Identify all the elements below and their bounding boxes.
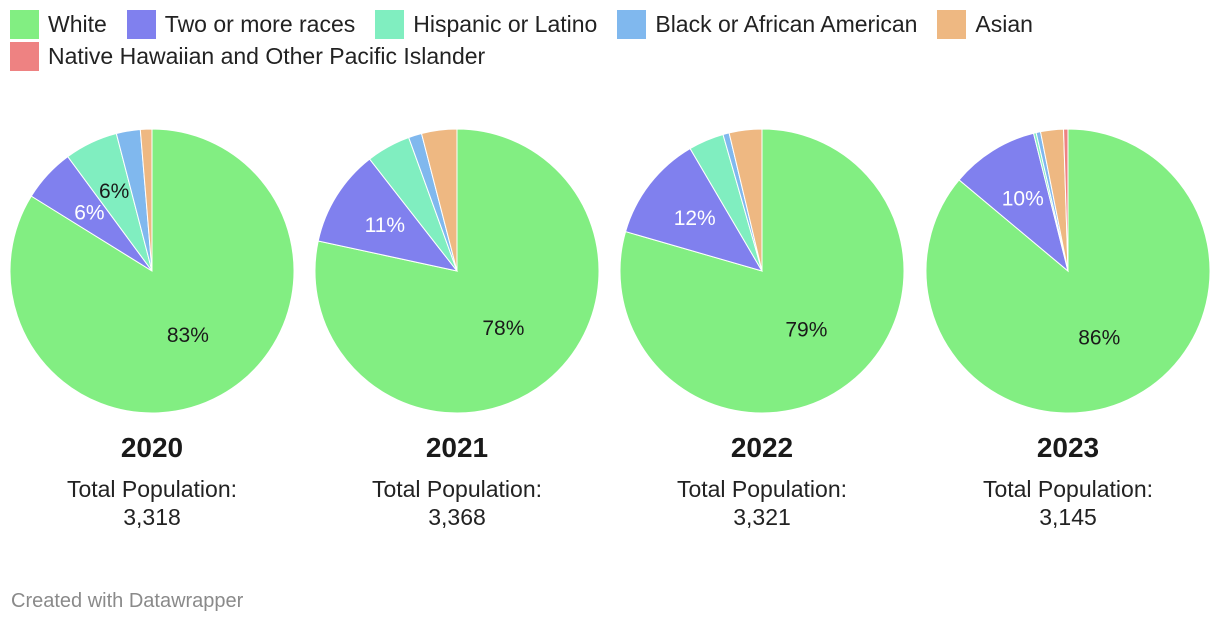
pie-2021: 78% 11% [314, 128, 600, 414]
legend-swatch-asian [937, 9, 967, 39]
pie-2023: 86% 10% [925, 128, 1211, 414]
pie-slice-white [9, 128, 295, 414]
legend: White Two or more races Hispanic or Lati… [10, 8, 1210, 72]
pie-label-hispanic-or-latino: 6% [99, 180, 129, 203]
legend-item-black-or-african-american: Black or African American [617, 9, 918, 39]
legend-label: Asian [975, 10, 1033, 37]
pie-label-white: 79% [785, 319, 827, 342]
legend-label: Native Hawaiian and Other Pacific Island… [48, 42, 486, 69]
pie-slice-asian [728, 128, 763, 272]
pie-label-two-or-more-races: 11% [365, 214, 405, 237]
total-population-value-2022: 3,321 [733, 504, 791, 530]
legend-swatch-hispanic-or-latino [375, 9, 405, 39]
pie-label-two-or-more-races: 6% [74, 202, 104, 225]
total-population-value-2023: 3,145 [1039, 504, 1097, 530]
legend-swatch-white [10, 9, 39, 39]
pie-label-two-or-more-races: 12% [674, 207, 716, 230]
legend-row-2: Native Hawaiian and Other Pacific Island… [10, 40, 1210, 72]
legend-row-1: White Two or more races Hispanic or Lati… [10, 8, 1210, 40]
pie-slice-white [619, 128, 905, 414]
chart-year-2020: 2020 [120, 432, 184, 463]
pie-slice-asian [420, 128, 458, 272]
legend-item-asian: Asian [937, 9, 1033, 39]
total-population-label-2022: Total Population: [676, 476, 848, 502]
pie-slice-native-hawaiian-and-other-pacific-islander [1063, 128, 1069, 272]
chart-year-2021: 2021 [425, 432, 489, 463]
chart-year-2022: 2022 [730, 432, 794, 463]
pie-slice-two-or-more-races [624, 147, 764, 272]
legend-label: White [48, 10, 107, 37]
pie-label-white: 78% [482, 317, 524, 340]
total-population-label-2020: Total Population: [66, 476, 238, 502]
legend-label: Black or African American [655, 10, 918, 37]
legend-swatch-black-or-african-american [617, 9, 647, 39]
pie-slice-two-or-more-races [958, 132, 1069, 273]
total-population-label-2023: Total Population: [982, 476, 1154, 502]
pie-label-white: 83% [167, 324, 209, 347]
footer-credit: Created with Datawrapper [11, 590, 244, 612]
pie-2020: 83% 6%6% [9, 128, 295, 414]
pie-label-white: 86% [1078, 326, 1120, 349]
pie-slice-white [314, 128, 600, 414]
legend-item-white: White [10, 9, 107, 39]
total-population-value-2020: 3,318 [123, 504, 181, 530]
legend-label: Hispanic or Latino [413, 10, 598, 37]
total-population-label-2021: Total Population: [371, 476, 543, 502]
legend-swatch-two-or-more-races [126, 9, 156, 39]
legend-item-hispanic-or-latino: Hispanic or Latino [375, 9, 598, 39]
legend-item-native-hawaiian: Native Hawaiian and Other Pacific Island… [10, 41, 486, 71]
pie-label-two-or-more-races: 10% [1002, 187, 1044, 210]
pie-2022: 79% 12% [619, 128, 905, 414]
legend-label: Two or more races [164, 10, 356, 37]
total-population-value-2021: 3,368 [428, 504, 486, 530]
chart-year-2023: 2023 [1036, 432, 1100, 463]
legend-item-two-or-more-races: Two or more races [126, 9, 356, 39]
legend-swatch-native-hawaiian [10, 41, 39, 71]
pie-slice-two-or-more-races [317, 158, 459, 272]
pie-slice-asian [139, 128, 153, 272]
